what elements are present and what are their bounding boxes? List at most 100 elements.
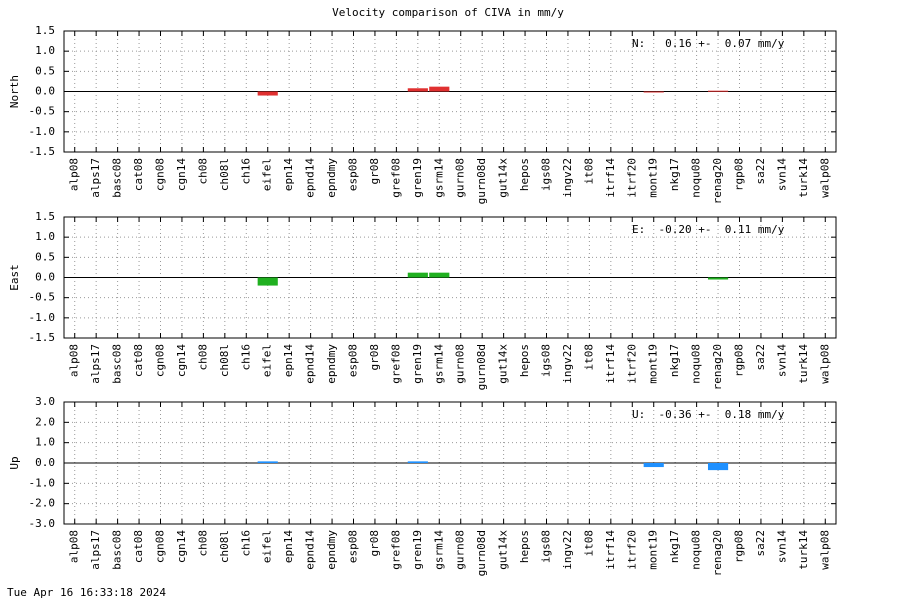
y-tick-label: -3.0 (29, 517, 56, 530)
x-tick-label: sa22 (754, 530, 767, 557)
x-tick-label: gurn08 (454, 158, 467, 198)
x-tick-label: nkg17 (668, 158, 681, 191)
x-tick-label: noqu08 (690, 530, 703, 570)
bar (407, 461, 428, 463)
x-tick-label: hepos (518, 344, 531, 377)
x-tick-label: eifel (261, 344, 274, 377)
x-tick-label: walp08 (818, 530, 831, 570)
x-tick-label: ch08l (218, 158, 231, 191)
x-tick-label: ch08 (196, 344, 209, 371)
x-tick-label: esp08 (347, 344, 360, 377)
y-tick-label: 0.0 (35, 85, 55, 98)
bar (257, 461, 278, 463)
x-tick-label: gsrm14 (432, 158, 445, 198)
x-tick-label: svn14 (775, 530, 788, 563)
x-tick-label: turk14 (797, 158, 810, 198)
y-tick-label: 1.0 (35, 44, 55, 57)
y-tick-label: 1.0 (35, 230, 55, 243)
x-tick-label: svn14 (775, 344, 788, 377)
x-tick-label: gr08 (368, 344, 381, 371)
x-tick-label: alp08 (68, 530, 81, 563)
x-tick-label: gsrm14 (432, 530, 445, 570)
x-tick-label: epn14 (282, 530, 295, 563)
y-tick-label: -1.5 (29, 145, 56, 158)
x-tick-label: epndmy (325, 344, 338, 384)
x-tick-label: sa22 (754, 158, 767, 185)
x-tick-label: gurn08 (454, 530, 467, 570)
x-tick-label: eifel (261, 158, 274, 191)
y-tick-label: 1.5 (35, 24, 55, 37)
x-tick-label: it08 (582, 530, 595, 557)
x-tick-label: gren19 (411, 344, 424, 384)
x-tick-label: gref08 (389, 344, 402, 384)
y-tick-label: 2.0 (35, 415, 55, 428)
plot-frame (63, 401, 837, 525)
x-tick-label: igs08 (540, 530, 553, 563)
x-tick-label: rgp08 (733, 530, 746, 563)
x-tick-label: itrf14 (604, 158, 617, 198)
x-tick-label: ch16 (239, 344, 252, 371)
y-tick-label: -0.5 (29, 291, 56, 304)
x-tick-label: esp08 (347, 530, 360, 563)
y-axis-label: East (8, 264, 21, 291)
x-tick-label: svn14 (775, 158, 788, 191)
x-tick-label: basc08 (111, 530, 124, 570)
x-tick-label: cgn14 (175, 530, 188, 563)
x-tick-label: gren19 (411, 158, 424, 198)
x-tick-label: epnd14 (304, 530, 317, 570)
x-tick-label: gurn08d (475, 158, 488, 204)
x-tick-label: alp08 (68, 344, 81, 377)
x-tick-label: turk14 (797, 344, 810, 384)
x-tick-label: basc08 (111, 158, 124, 198)
x-tick-label: ch16 (239, 158, 252, 185)
x-tick-label: sa22 (754, 344, 767, 371)
x-tick-label: itrf14 (604, 344, 617, 384)
y-tick-label: -1.0 (29, 125, 56, 138)
x-tick-label: igs08 (540, 158, 553, 191)
x-tick-label: turk14 (797, 530, 810, 570)
x-tick-label: renag20 (711, 530, 724, 576)
x-tick-label: igs08 (540, 344, 553, 377)
bar (257, 277, 278, 286)
bar (407, 272, 428, 278)
x-tick-label: gsrm14 (432, 344, 445, 384)
bar (643, 91, 664, 93)
x-tick-label: mont19 (647, 530, 660, 570)
y-tick-label: 0.5 (35, 250, 55, 263)
x-tick-label: itrf20 (625, 530, 638, 570)
x-tick-label: ch08l (218, 530, 231, 563)
y-tick-label: 3.0 (35, 395, 55, 408)
bar (707, 463, 729, 471)
x-tick-label: alp08 (68, 158, 81, 191)
timestamp: Tue Apr 16 16:33:18 2024 (7, 586, 166, 599)
x-tick-label: rgp08 (733, 344, 746, 377)
x-tick-label: noqu08 (690, 344, 703, 384)
x-tick-label: alps17 (89, 158, 102, 198)
x-tick-label: itrf20 (625, 158, 638, 198)
x-tick-label: cat08 (132, 530, 145, 563)
annotation: N: 0.16 +- 0.07 mm/y (632, 37, 785, 50)
x-tick-label: basc08 (111, 344, 124, 384)
bar (707, 277, 729, 280)
x-tick-label: gref08 (389, 530, 402, 570)
x-tick-label: ch08 (196, 158, 209, 185)
chart-title: Velocity comparison of CIVA in mm/y (332, 6, 564, 19)
x-tick-label: ingv22 (561, 158, 574, 198)
x-tick-label: ch16 (239, 530, 252, 557)
x-tick-label: gurn08d (475, 344, 488, 390)
x-tick-label: it08 (582, 344, 595, 371)
x-tick-label: ingv22 (561, 530, 574, 570)
annotation: E: -0.20 +- 0.11 mm/y (632, 223, 785, 236)
x-tick-label: gren19 (411, 530, 424, 570)
y-tick-label: 0.0 (35, 456, 55, 469)
x-tick-label: gut14x (497, 158, 510, 198)
x-tick-label: epndmy (325, 158, 338, 198)
x-tick-label: cgn08 (154, 158, 167, 191)
x-tick-label: nkg17 (668, 530, 681, 563)
bar (257, 91, 278, 96)
x-tick-label: cgn14 (175, 158, 188, 191)
x-tick-label: ingv22 (561, 344, 574, 384)
bar (707, 90, 729, 92)
x-tick-label: cgn14 (175, 344, 188, 377)
